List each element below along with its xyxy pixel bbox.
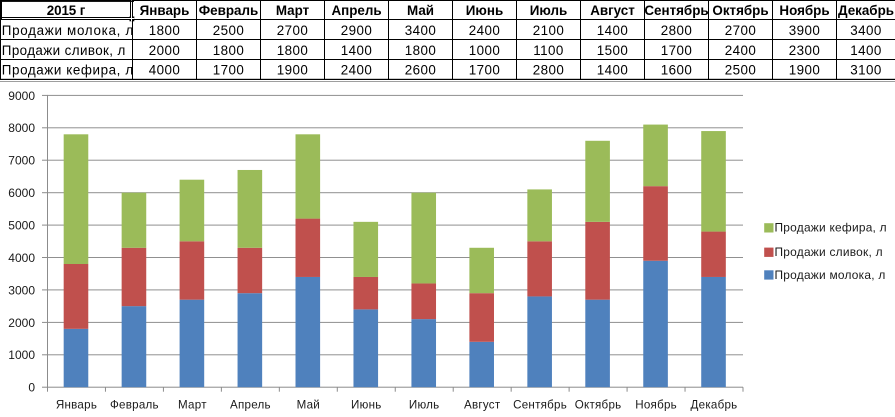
svg-text:Май: Май <box>407 3 434 18</box>
svg-text:2300: 2300 <box>789 43 820 58</box>
svg-text:1500: 1500 <box>597 43 628 58</box>
svg-text:4000: 4000 <box>149 63 180 78</box>
svg-text:2800: 2800 <box>533 63 564 78</box>
svg-text:Декабрь: Декабрь <box>691 398 738 411</box>
svg-text:Апрель: Апрель <box>230 398 271 411</box>
svg-text:1400: 1400 <box>597 23 628 38</box>
svg-text:Сентябрь: Сентябрь <box>513 398 567 411</box>
svg-text:3900: 3900 <box>789 23 820 38</box>
svg-text:Февраль: Февраль <box>199 3 258 18</box>
svg-text:Октябрь: Октябрь <box>712 3 768 18</box>
svg-text:2900: 2900 <box>341 23 372 38</box>
svg-text:Продажи сливок, л: Продажи сливок, л <box>2 43 126 58</box>
svg-text:Продажи молока, л: Продажи молока, л <box>2 23 134 38</box>
svg-text:Ноябрь: Ноябрь <box>635 398 677 411</box>
svg-text:Декабрь: Декабрь <box>838 3 894 18</box>
svg-text:Сентябрь: Сентябрь <box>644 3 708 18</box>
svg-text:Октябрь: Октябрь <box>575 398 622 411</box>
svg-text:2700: 2700 <box>725 23 756 38</box>
svg-text:Май: Май <box>297 398 320 411</box>
svg-text:1600: 1600 <box>661 63 692 78</box>
svg-text:1400: 1400 <box>850 43 881 58</box>
svg-text:1800: 1800 <box>149 23 180 38</box>
svg-text:3000: 3000 <box>8 283 35 297</box>
svg-text:3400: 3400 <box>405 23 436 38</box>
svg-text:Февраль: Февраль <box>110 398 159 411</box>
svg-text:1900: 1900 <box>789 63 820 78</box>
svg-text:2000: 2000 <box>149 43 180 58</box>
svg-text:Март: Март <box>178 398 207 411</box>
svg-text:Март: Март <box>276 3 310 18</box>
svg-text:1700: 1700 <box>213 63 244 78</box>
svg-text:2400: 2400 <box>725 43 756 58</box>
svg-text:2100: 2100 <box>533 23 564 38</box>
svg-text:1800: 1800 <box>405 43 436 58</box>
svg-text:3400: 3400 <box>850 23 881 38</box>
svg-text:Август: Август <box>590 3 635 18</box>
svg-text:Ноябрь: Ноябрь <box>779 3 829 18</box>
svg-text:2015 г: 2015 г <box>47 3 86 18</box>
svg-text:2500: 2500 <box>213 23 244 38</box>
svg-text:1400: 1400 <box>341 43 372 58</box>
svg-text:1800: 1800 <box>277 43 308 58</box>
svg-text:Июнь: Июнь <box>466 3 503 18</box>
svg-text:Июнь: Июнь <box>351 398 381 411</box>
svg-text:2800: 2800 <box>661 23 692 38</box>
svg-text:1800: 1800 <box>213 43 244 58</box>
svg-text:Июль: Июль <box>409 398 440 411</box>
svg-text:2600: 2600 <box>405 63 436 78</box>
svg-text:1000: 1000 <box>8 348 35 362</box>
svg-text:2400: 2400 <box>341 63 372 78</box>
svg-text:0: 0 <box>28 381 35 395</box>
svg-text:1700: 1700 <box>469 63 500 78</box>
svg-text:9000: 9000 <box>8 89 35 103</box>
svg-text:Продажи сливок, л: Продажи сливок, л <box>775 245 883 259</box>
svg-text:Август: Август <box>464 398 501 411</box>
svg-text:3100: 3100 <box>850 63 881 78</box>
svg-text:Январь: Январь <box>140 3 190 18</box>
svg-text:Апрель: Апрель <box>331 3 381 18</box>
svg-text:Продажи кефира, л: Продажи кефира, л <box>2 63 134 78</box>
svg-text:6000: 6000 <box>8 186 35 200</box>
svg-text:4000: 4000 <box>8 251 35 265</box>
svg-text:8000: 8000 <box>8 121 35 135</box>
svg-text:1700: 1700 <box>661 43 692 58</box>
svg-text:1900: 1900 <box>277 63 308 78</box>
svg-text:Июль: Июль <box>530 3 567 18</box>
svg-text:1400: 1400 <box>597 63 628 78</box>
svg-text:2700: 2700 <box>277 23 308 38</box>
svg-text:2500: 2500 <box>725 63 756 78</box>
svg-text:1100: 1100 <box>533 43 563 58</box>
svg-text:2000: 2000 <box>8 316 35 330</box>
svg-text:1000: 1000 <box>469 43 500 58</box>
svg-text:Январь: Январь <box>56 398 97 411</box>
svg-text:Продажи кефира, л: Продажи кефира, л <box>775 221 887 235</box>
svg-text:Продажи молока, л: Продажи молока, л <box>775 268 886 282</box>
svg-text:7000: 7000 <box>8 154 35 168</box>
svg-text:2400: 2400 <box>469 23 500 38</box>
svg-text:5000: 5000 <box>8 219 35 233</box>
